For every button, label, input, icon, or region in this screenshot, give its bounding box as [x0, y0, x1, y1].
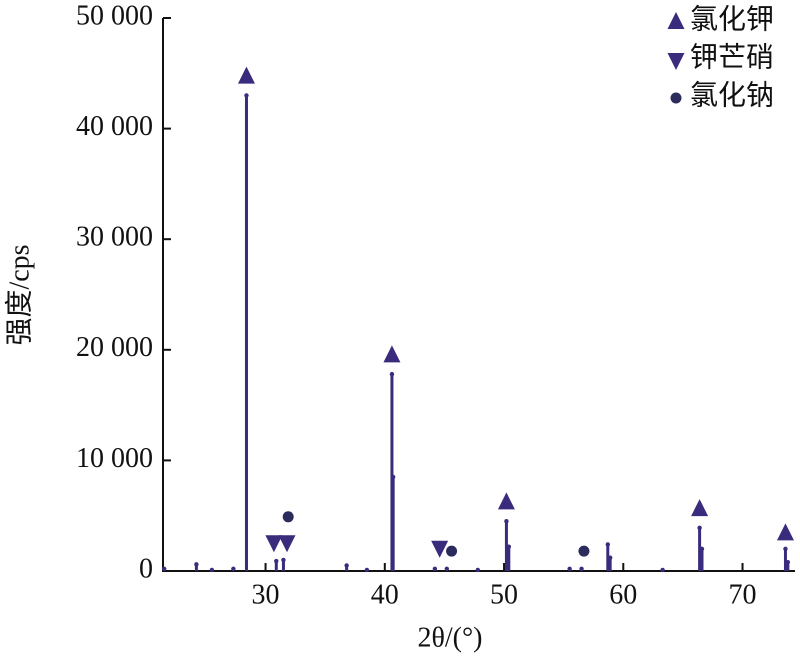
peak-tip — [660, 567, 665, 573]
peak-tip — [432, 566, 438, 571]
legend-label: 氯化钠 — [690, 79, 774, 111]
phase-marker — [278, 535, 296, 553]
phase-marker — [265, 535, 283, 553]
y-tick-label: 20 000 — [76, 332, 153, 363]
phase-marker — [383, 345, 401, 363]
x-tick-label: 70 — [729, 579, 757, 610]
peak-tip — [161, 566, 167, 571]
peak-tip — [444, 566, 450, 571]
x-tick-label: 60 — [609, 579, 637, 610]
legend-symbol — [667, 12, 685, 29]
y-tick-label: 50 000 — [76, 0, 153, 31]
phase-marker — [497, 492, 515, 510]
x-tick-label: 50 — [490, 579, 518, 610]
legend-symbol — [670, 92, 682, 104]
phase-marker — [237, 66, 255, 84]
phase-marker — [578, 545, 590, 557]
y-tick-label: 10 000 — [76, 443, 153, 474]
peak-tip — [194, 562, 199, 567]
x-tick-label: 40 — [371, 579, 399, 610]
phase-marker — [776, 523, 794, 541]
peak-tip — [605, 542, 610, 547]
peak-tip — [244, 93, 249, 98]
peak-tip — [697, 525, 702, 531]
phase-marker — [431, 540, 449, 558]
peak-tip — [504, 519, 509, 524]
x-tick-label: 30 — [252, 579, 280, 610]
peak-tip — [783, 546, 788, 552]
peak-tip — [344, 563, 349, 568]
peak-tip — [364, 567, 370, 573]
legend-label: 钾芒硝 — [690, 41, 774, 73]
legend-symbol — [667, 53, 685, 70]
peak-tip — [390, 474, 396, 480]
peak-tip — [231, 566, 236, 571]
peak-tip — [209, 567, 215, 573]
peak-tip — [607, 555, 613, 560]
peak-tip — [281, 557, 286, 563]
peak-tip — [567, 566, 572, 571]
legend-label: 氯化钾 — [690, 3, 774, 35]
x-axis-label: 2θ/(°) — [417, 622, 482, 653]
phase-marker — [691, 499, 709, 517]
peak-tip — [785, 559, 791, 565]
y-tick-label: 40 000 — [76, 111, 153, 142]
peak-tip — [699, 546, 705, 552]
y-axis-label: 强度/cps — [3, 244, 35, 345]
y-tick-label: 30 000 — [76, 222, 153, 253]
phase-marker — [446, 545, 458, 557]
peak-tip — [579, 566, 584, 571]
phase-marker — [282, 511, 294, 523]
peak-tip — [274, 558, 279, 564]
peak-tip — [475, 567, 481, 573]
y-tick-label: 0 — [139, 553, 153, 584]
peak-tip — [506, 544, 512, 549]
peak-tip — [389, 371, 395, 377]
